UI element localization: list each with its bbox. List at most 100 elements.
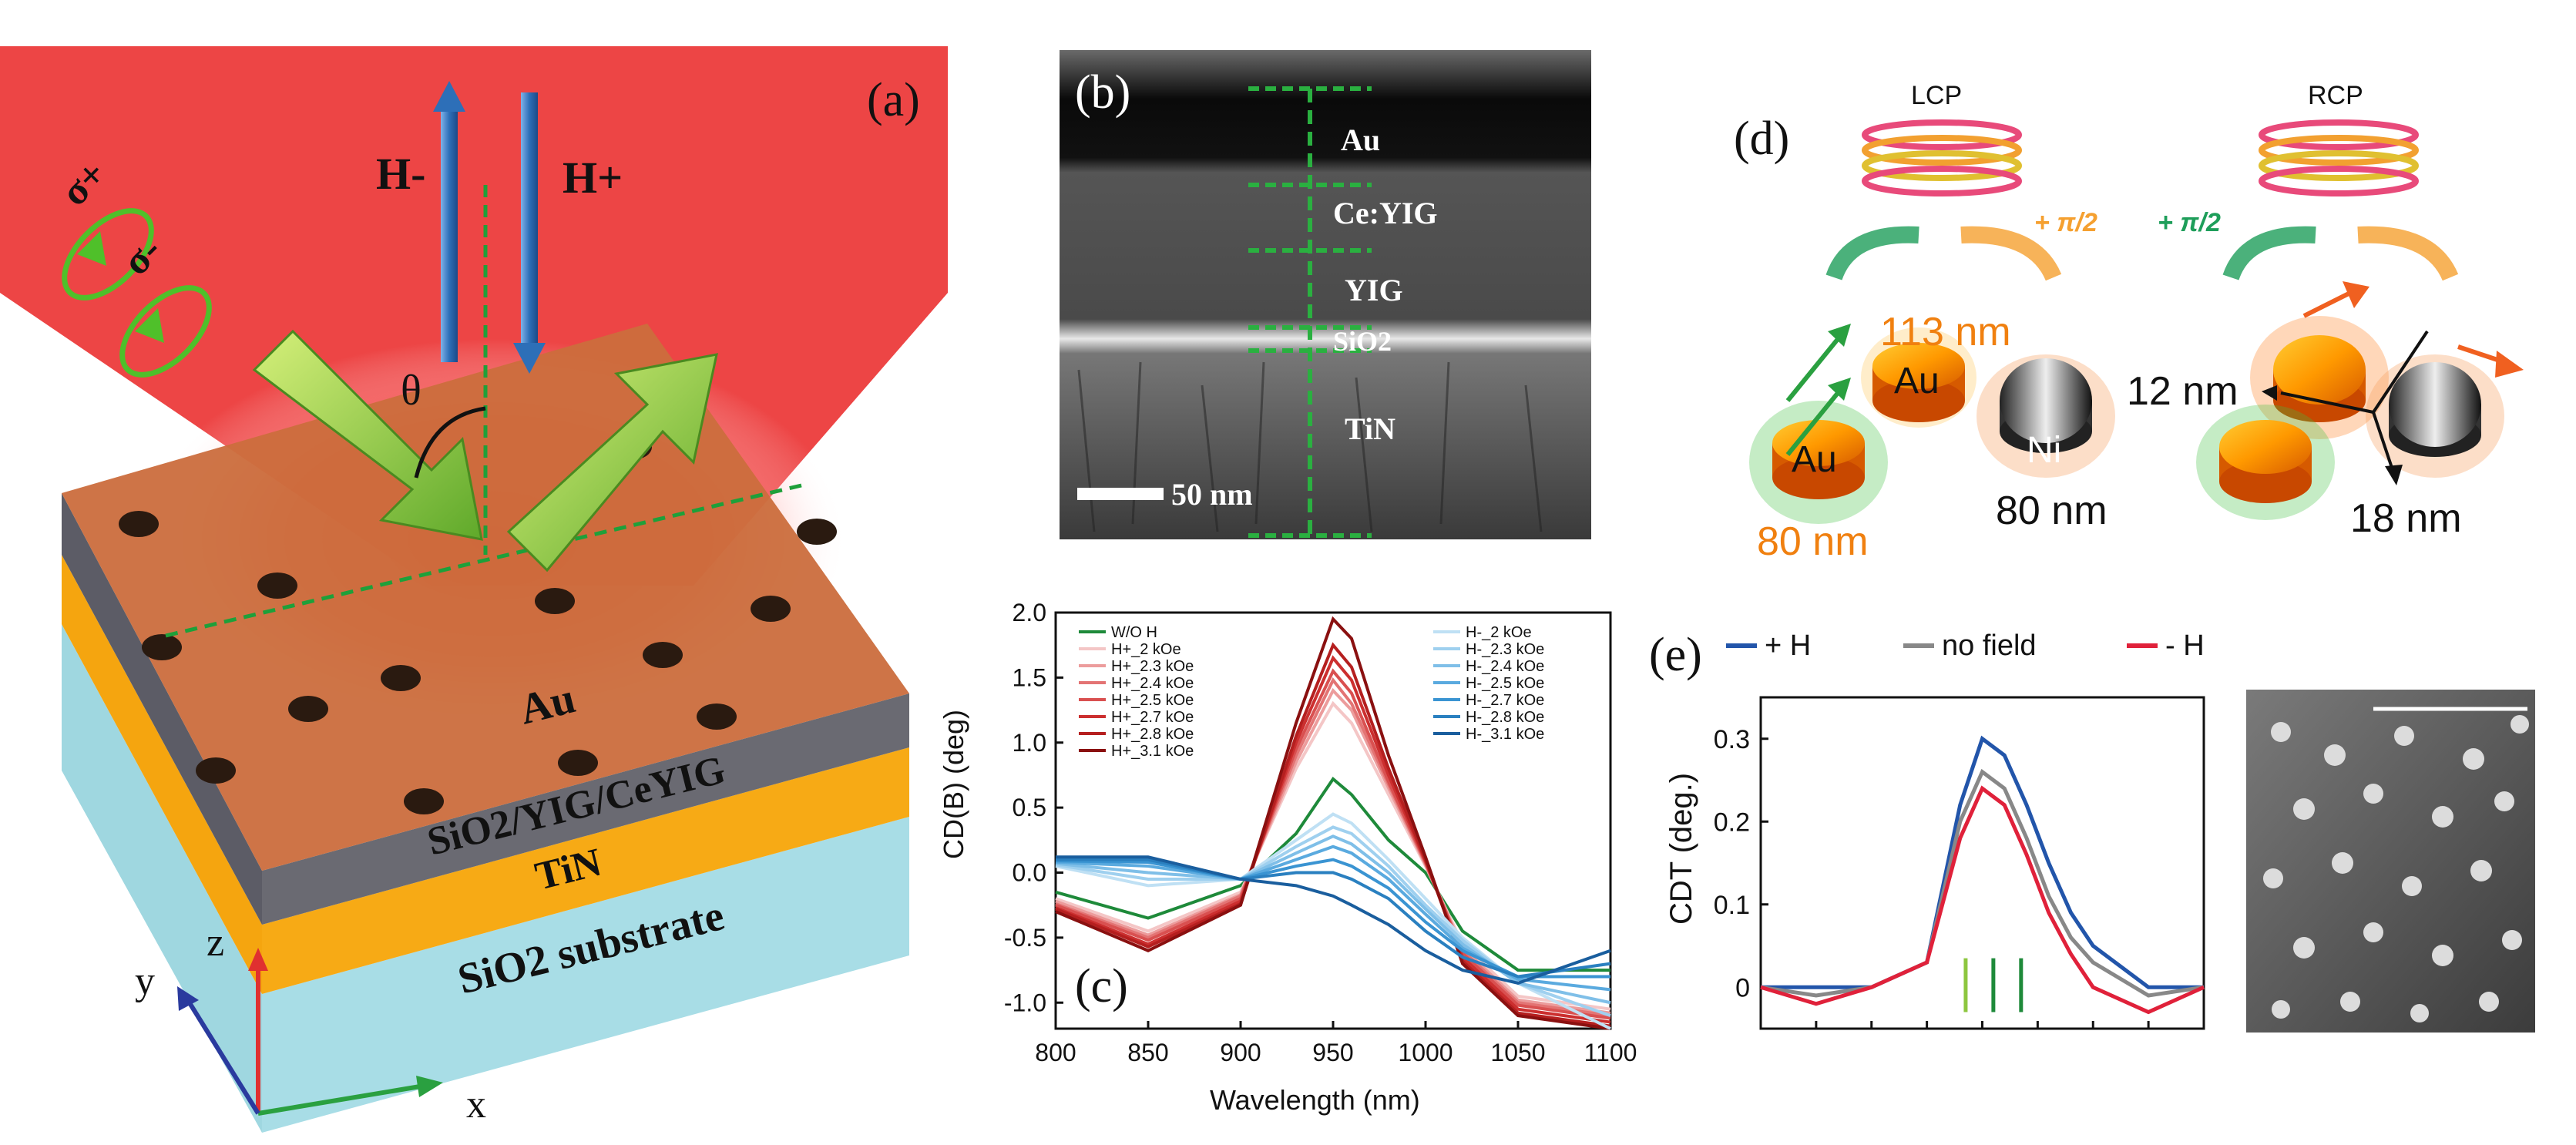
lcp-orange-arc [1960,226,2062,281]
axis-y-arrowhead [177,986,199,1011]
tem-scale-label: 50 nm [1171,477,1253,512]
chart-c-legend-label: W/O H [1111,624,1157,641]
axis-x-label: x [466,1083,486,1127]
chart-e-legend: + H no field - H [1726,630,2205,662]
au-top-overlay [62,324,909,871]
chart-c-xtick-label: 900 [1220,1039,1261,1066]
chart-c-ylabel: CD(B) (deg) [938,710,969,859]
au-top-face [62,324,909,871]
polarization-arrowhead-2 [135,308,164,343]
ni-label: Ni [2027,430,2061,471]
lcp-arrowhead-2 [1828,378,1851,401]
chart-c-legend-label: H-_2.3 kOe [1466,641,1544,658]
h-plus-label: H+ [563,153,623,203]
dim-12-line [2372,330,2429,414]
chart-c-series-line [1055,616,1611,1030]
chart-c-legend-label: H-_2.4 kOe [1466,658,1544,675]
chart-c-series-line [1055,642,1611,1028]
field-arrow-h-plus [513,92,546,374]
chart-c-ytick-label: 2.0 [1013,599,1046,626]
chart-c-xtick-label: 1050 [1490,1039,1545,1066]
chart-c-xlabel: Wavelength (nm) [1210,1084,1420,1116]
lcp-label: LCP [1911,81,1962,110]
chart-e-series-line [1760,785,2205,1015]
chart-c-series-line [1055,677,1611,1018]
axis-x-line [257,1084,421,1116]
chart-c-xtick-label: 1100 [1584,1039,1637,1066]
panel-d: (d) LCP RCP + π/2 + π/2 Au [1734,81,2524,564]
au-particle-upper [1872,343,1965,422]
chart-c-series-line [1055,668,1611,1020]
chart-e-markers [1963,958,2024,1012]
chart-c-legend-label: H-_3.1 kOe [1466,726,1544,743]
panel-c-label: (c) [1075,960,1128,1012]
rcp-green-arc [2222,226,2316,280]
chart-c-series-line [1055,825,1611,1018]
rcp-arrowhead-2 [2495,351,2524,378]
nanohole-array [119,434,837,814]
chart-c-legend-label: H-_2.8 kOe [1466,709,1544,726]
chart-c-xtick-label: 850 [1127,1039,1168,1066]
panel-e: (e) + H no field - H 0 0.1 0.2 0.3 CDT (deg.) [1649,629,2205,1030]
chart-c-legend-label: H+_2.5 kOe [1111,692,1194,709]
panel-d-label: (d) [1734,112,1789,165]
dim-80-black-label: 80 nm [1996,489,2107,533]
axis-x-arrowhead [416,1076,443,1097]
ni-particle [2000,358,2092,453]
au-label-lower: Au [1792,439,1837,480]
h-minus-label: H- [376,149,425,199]
chart-e-ytick-label: 0.2 [1714,808,1750,837]
lcp-arrow-1 [1785,337,1840,402]
chart-c-legend-label: H+_2.8 kOe [1111,726,1194,743]
chart-c-xtick-label: 1000 [1398,1039,1453,1066]
tem-boundary-marks [1248,86,1372,538]
chart-c-xtick-label: 800 [1035,1039,1076,1066]
chart-c-legend-label: H+_2 kOe [1111,641,1181,658]
chart-c-series-line [1055,844,1611,992]
incident-arrow [252,329,483,541]
tin-front-face [62,555,262,994]
chart-c-legend-label: H-_2.5 kOe [1466,675,1544,692]
tem-layer-tin: TiN [1345,411,1395,446]
panel-b-label: (b) [1075,66,1130,119]
chart-e-lines [1760,735,2205,1015]
rcp-label: RCP [2308,81,2363,110]
chart-e-legend-label: no field [1942,630,2037,662]
chart-e-series-line [1760,768,2205,998]
lcp-arrowhead-1 [1828,324,1851,347]
tem-layer-au: Au [1341,123,1380,157]
panel-e-label: (e) [1649,629,1702,681]
lcp-green-arc [1825,226,1919,280]
rcp-helix-icon [2259,119,2419,196]
chart-e-ticks: 0 0.1 0.2 0.3 [1714,725,2150,1029]
chart-c-ytick-label: -1.0 [1004,989,1046,1016]
dim-12-arrowhead [2262,385,2277,401]
axis-z-label: z [207,921,224,965]
chart-c-legend-label: H+_2.7 kOe [1111,709,1194,726]
au-particle-lower [1772,420,1865,499]
chart-c-ytick-label: 1.5 [1013,663,1046,691]
axis-y-label: y [135,959,155,1003]
tem-layer-ceyig: Ce:YIG [1333,196,1438,230]
polarization-loops [62,208,212,378]
substrate-front-face [62,624,262,1133]
chart-c-series-line [1056,855,1611,986]
tin-side-face [262,747,909,994]
chart-c-legend-label: H+_2.3 kOe [1111,658,1194,675]
oxide-side-face [262,693,909,925]
tem-layer-sio2: SiO2 [1333,326,1392,357]
theta-arc [414,406,486,478]
chart-c-series-line [1055,777,1610,972]
chart-c-legend-label: H+_3.1 kOe [1111,743,1194,760]
reflected-arrow [506,353,718,572]
chart-c-lines [1055,616,1611,1030]
chart-e-ytick-label: 0.3 [1714,725,1750,754]
chart-e-ytick-label: 0.1 [1714,891,1750,920]
axis-z-arrowhead [248,948,268,971]
sem-image [2246,690,2535,1033]
au-label-upper: Au [1894,361,1940,401]
rcp-ni-particle [2389,362,2481,457]
lcp-helix-icon [1862,119,2022,196]
rcp-orange-arc [2357,226,2459,281]
